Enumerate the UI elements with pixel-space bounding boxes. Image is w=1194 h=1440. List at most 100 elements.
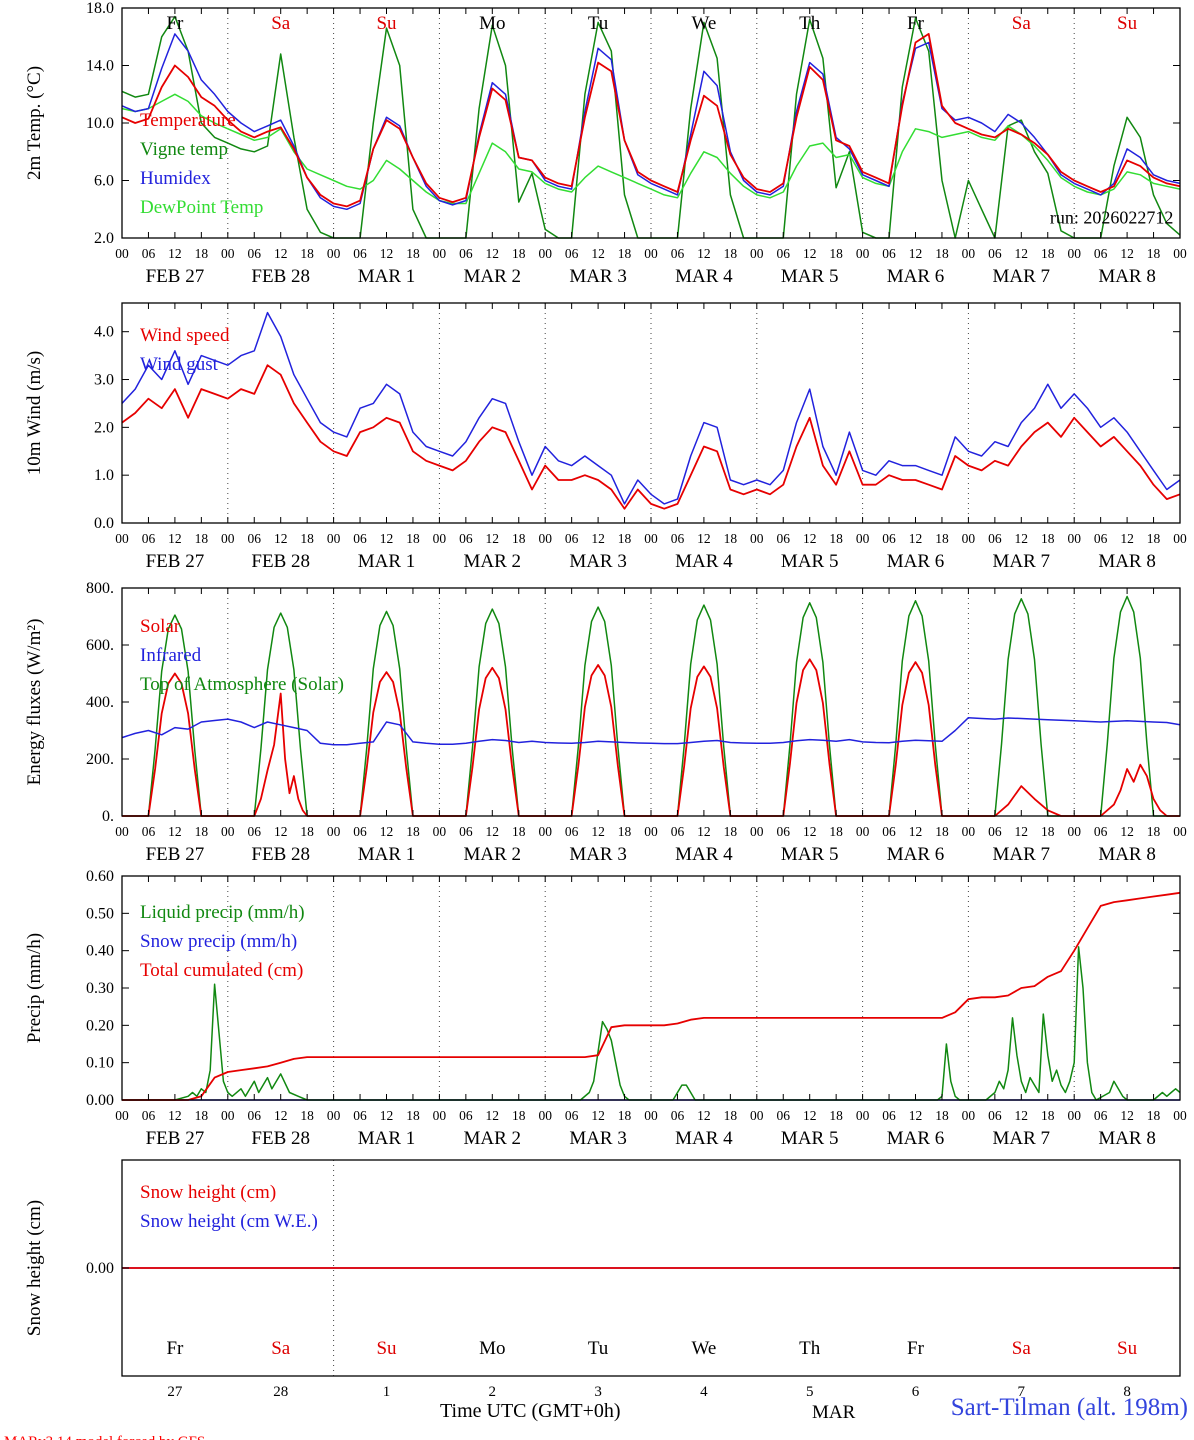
svg-text:Infrared: Infrared bbox=[140, 645, 202, 666]
svg-text:06: 06 bbox=[671, 1108, 685, 1123]
svg-text:12: 12 bbox=[591, 246, 605, 261]
svg-text:00: 00 bbox=[1067, 531, 1081, 546]
svg-text:2.0: 2.0 bbox=[94, 230, 114, 247]
svg-text:18: 18 bbox=[406, 824, 420, 839]
svg-text:00: 00 bbox=[221, 824, 235, 839]
svg-text:00: 00 bbox=[221, 1108, 235, 1123]
svg-text:00: 00 bbox=[327, 824, 341, 839]
svg-text:12: 12 bbox=[380, 824, 394, 839]
svg-text:06: 06 bbox=[459, 1108, 473, 1123]
svg-text:2.0: 2.0 bbox=[94, 419, 114, 436]
svg-text:06: 06 bbox=[459, 531, 473, 546]
svg-text:00: 00 bbox=[856, 1108, 870, 1123]
svg-text:2: 2 bbox=[489, 1384, 497, 1400]
svg-text:18: 18 bbox=[829, 1108, 843, 1123]
svg-text:06: 06 bbox=[248, 824, 262, 839]
svg-text:18: 18 bbox=[300, 1108, 314, 1123]
svg-text:Top of Atmosphere (Solar): Top of Atmosphere (Solar) bbox=[140, 674, 344, 695]
svg-text:06: 06 bbox=[248, 246, 262, 261]
panel-1: 0.0 1.0 2.0 3.0 4.0 10m Wind (m/s) Wind speed W… bbox=[24, 302, 1187, 572]
svg-text:12: 12 bbox=[1120, 824, 1134, 839]
svg-text:Sa: Sa bbox=[1012, 1338, 1032, 1359]
svg-text:Su: Su bbox=[1117, 1338, 1138, 1359]
svg-text:MAR 4: MAR 4 bbox=[675, 551, 733, 572]
svg-text:4.0: 4.0 bbox=[94, 324, 114, 341]
panel-0: 2.0 6.0 10.0 14.0 18.0 2m Temp. (°C) Temperatu… bbox=[24, 0, 1187, 287]
svg-text:12: 12 bbox=[168, 531, 182, 546]
svg-text:18: 18 bbox=[406, 1108, 420, 1123]
svg-text:18: 18 bbox=[724, 1108, 738, 1123]
svg-text:Humidex: Humidex bbox=[140, 168, 211, 189]
svg-text:06: 06 bbox=[671, 531, 685, 546]
svg-text:00: 00 bbox=[1173, 824, 1187, 839]
svg-text:12: 12 bbox=[380, 246, 394, 261]
svg-text:06: 06 bbox=[565, 246, 579, 261]
svg-text:00: 00 bbox=[644, 824, 658, 839]
svg-text:MAR 1: MAR 1 bbox=[358, 844, 416, 865]
svg-text:06: 06 bbox=[777, 246, 791, 261]
svg-text:00: 00 bbox=[856, 531, 870, 546]
svg-text:Sa: Sa bbox=[1012, 13, 1032, 34]
svg-text:18: 18 bbox=[935, 824, 949, 839]
svg-text:Snow precip (mm/h): Snow precip (mm/h) bbox=[140, 931, 297, 952]
svg-text:MAR 3: MAR 3 bbox=[569, 551, 627, 572]
svg-text:18: 18 bbox=[1147, 246, 1161, 261]
svg-text:MAR 4: MAR 4 bbox=[675, 844, 733, 865]
svg-text:06: 06 bbox=[565, 1108, 579, 1123]
svg-text:00: 00 bbox=[538, 246, 552, 261]
svg-text:00: 00 bbox=[750, 1108, 764, 1123]
svg-text:run: 2026022712: run: 2026022712 bbox=[1050, 208, 1174, 228]
svg-text:12: 12 bbox=[909, 246, 923, 261]
svg-text:12: 12 bbox=[1120, 246, 1134, 261]
svg-text:12: 12 bbox=[697, 824, 711, 839]
svg-text:06: 06 bbox=[142, 1108, 156, 1123]
svg-text:18: 18 bbox=[406, 246, 420, 261]
svg-text:18: 18 bbox=[1041, 246, 1055, 261]
svg-text:Wind speed: Wind speed bbox=[140, 325, 230, 346]
svg-text:06: 06 bbox=[142, 824, 156, 839]
svg-text:DewPoint Temp: DewPoint Temp bbox=[140, 197, 263, 218]
svg-text:00: 00 bbox=[115, 1108, 129, 1123]
svg-text:12: 12 bbox=[380, 531, 394, 546]
svg-text:12: 12 bbox=[591, 1108, 605, 1123]
svg-text:00: 00 bbox=[1067, 1108, 1081, 1123]
svg-text:Fr: Fr bbox=[907, 13, 925, 34]
svg-text:MAR 6: MAR 6 bbox=[887, 844, 945, 865]
svg-text:800.: 800. bbox=[86, 580, 114, 597]
svg-text:MAR 6: MAR 6 bbox=[887, 266, 945, 287]
svg-text:00: 00 bbox=[856, 246, 870, 261]
svg-text:06: 06 bbox=[882, 246, 896, 261]
svg-text:18: 18 bbox=[195, 531, 209, 546]
svg-text:MAR 2: MAR 2 bbox=[464, 844, 522, 865]
svg-text:18: 18 bbox=[618, 246, 632, 261]
svg-text:12: 12 bbox=[1015, 246, 1029, 261]
svg-text:FEB 27: FEB 27 bbox=[146, 1128, 205, 1149]
svg-text:MAR 7: MAR 7 bbox=[993, 266, 1051, 287]
svg-text:MAR 1: MAR 1 bbox=[358, 1128, 416, 1149]
svg-text:00: 00 bbox=[644, 1108, 658, 1123]
svg-text:4: 4 bbox=[700, 1384, 708, 1400]
svg-text:FEB 28: FEB 28 bbox=[251, 551, 310, 572]
svg-text:Total cumulated (cm): Total cumulated (cm) bbox=[140, 960, 303, 981]
svg-text:MAR 5: MAR 5 bbox=[781, 1128, 839, 1149]
svg-text:12: 12 bbox=[486, 1108, 500, 1123]
svg-text:18: 18 bbox=[195, 246, 209, 261]
svg-text:12: 12 bbox=[803, 1108, 817, 1123]
svg-text:Liquid precip (mm/h): Liquid precip (mm/h) bbox=[140, 902, 305, 923]
svg-text:06: 06 bbox=[142, 246, 156, 261]
svg-text:06: 06 bbox=[353, 1108, 367, 1123]
svg-text:Th: Th bbox=[799, 1338, 821, 1359]
svg-text:12: 12 bbox=[591, 531, 605, 546]
svg-text:MAR 5: MAR 5 bbox=[781, 266, 839, 287]
svg-text:00: 00 bbox=[962, 1108, 976, 1123]
svg-text:18: 18 bbox=[512, 824, 526, 839]
svg-text:10m Wind (m/s): 10m Wind (m/s) bbox=[24, 351, 45, 476]
svg-text:28: 28 bbox=[273, 1384, 288, 1400]
svg-text:06: 06 bbox=[882, 1108, 896, 1123]
svg-text:18: 18 bbox=[1041, 531, 1055, 546]
svg-text:18: 18 bbox=[1147, 824, 1161, 839]
svg-text:27: 27 bbox=[167, 1384, 183, 1400]
svg-text:FEB 28: FEB 28 bbox=[251, 266, 310, 287]
svg-text:We: We bbox=[691, 1338, 716, 1359]
svg-text:18: 18 bbox=[618, 1108, 632, 1123]
